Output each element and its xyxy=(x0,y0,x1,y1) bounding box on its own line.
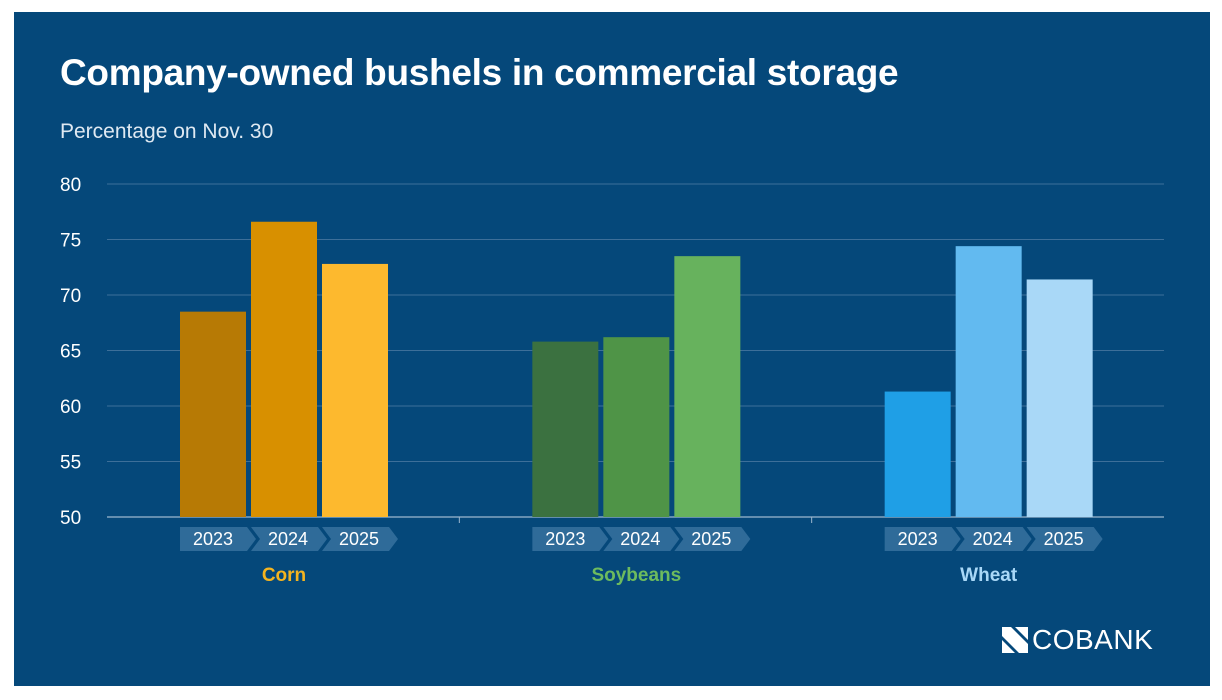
year-label: 2024 xyxy=(620,529,660,549)
year-chevron xyxy=(532,527,609,551)
year-label: 2023 xyxy=(193,529,233,549)
bar-corn-2025 xyxy=(322,263,388,517)
year-label: 2025 xyxy=(339,529,379,549)
category-label-soybeans: Soybeans xyxy=(591,565,681,586)
bar-corn-2024 xyxy=(251,221,317,518)
y-tick-label: 55 xyxy=(60,453,81,474)
y-tick-label: 75 xyxy=(60,231,81,252)
bar-wheat-2025 xyxy=(1026,279,1093,517)
chart-title: Company-owned bushels in commercial stor… xyxy=(60,52,899,93)
bar-soybeans-2024 xyxy=(603,337,670,517)
year-label: 2023 xyxy=(545,529,585,549)
chart-subtitle: Percentage on Nov. 30 xyxy=(60,120,274,143)
cobank-logo-icon xyxy=(1002,627,1028,653)
bar-chart: 50 55 60 65 70 75 80 2023 2024 2025 Corn 2023 2024 20… xyxy=(60,175,1164,586)
chart-card: Company-owned bushels in commercial stor… xyxy=(14,12,1210,686)
year-chevron xyxy=(251,527,327,551)
year-chevron xyxy=(1026,527,1103,551)
bar-soybeans-2025 xyxy=(674,256,741,517)
y-tick-label: 60 xyxy=(60,397,81,418)
y-tick-label: 50 xyxy=(60,508,81,529)
year-chevron xyxy=(674,527,751,551)
year-label: 2023 xyxy=(898,529,938,549)
y-tick-label: 70 xyxy=(60,286,81,307)
cobank-logo: COBANK xyxy=(1002,624,1153,656)
category-label-corn: Corn xyxy=(262,565,306,586)
year-chevron xyxy=(322,527,398,551)
bar-wheat-2023 xyxy=(884,391,951,517)
brand-name: COBANK xyxy=(1032,624,1154,655)
bar-wheat-2024 xyxy=(955,246,1022,517)
bar-soybeans-2023 xyxy=(532,341,599,517)
year-label: 2024 xyxy=(268,529,308,549)
year-label: 2024 xyxy=(973,529,1013,549)
year-chevron xyxy=(955,527,1032,551)
year-label: 2025 xyxy=(1044,529,1084,549)
year-chevron xyxy=(884,527,961,551)
year-label: 2025 xyxy=(691,529,731,549)
year-chevron xyxy=(180,527,256,551)
y-tick-label: 65 xyxy=(60,342,81,363)
y-tick-label: 80 xyxy=(60,175,81,196)
bar-corn-2023 xyxy=(180,311,246,517)
year-chevron xyxy=(603,527,680,551)
category-label-wheat: Wheat xyxy=(960,565,1018,586)
